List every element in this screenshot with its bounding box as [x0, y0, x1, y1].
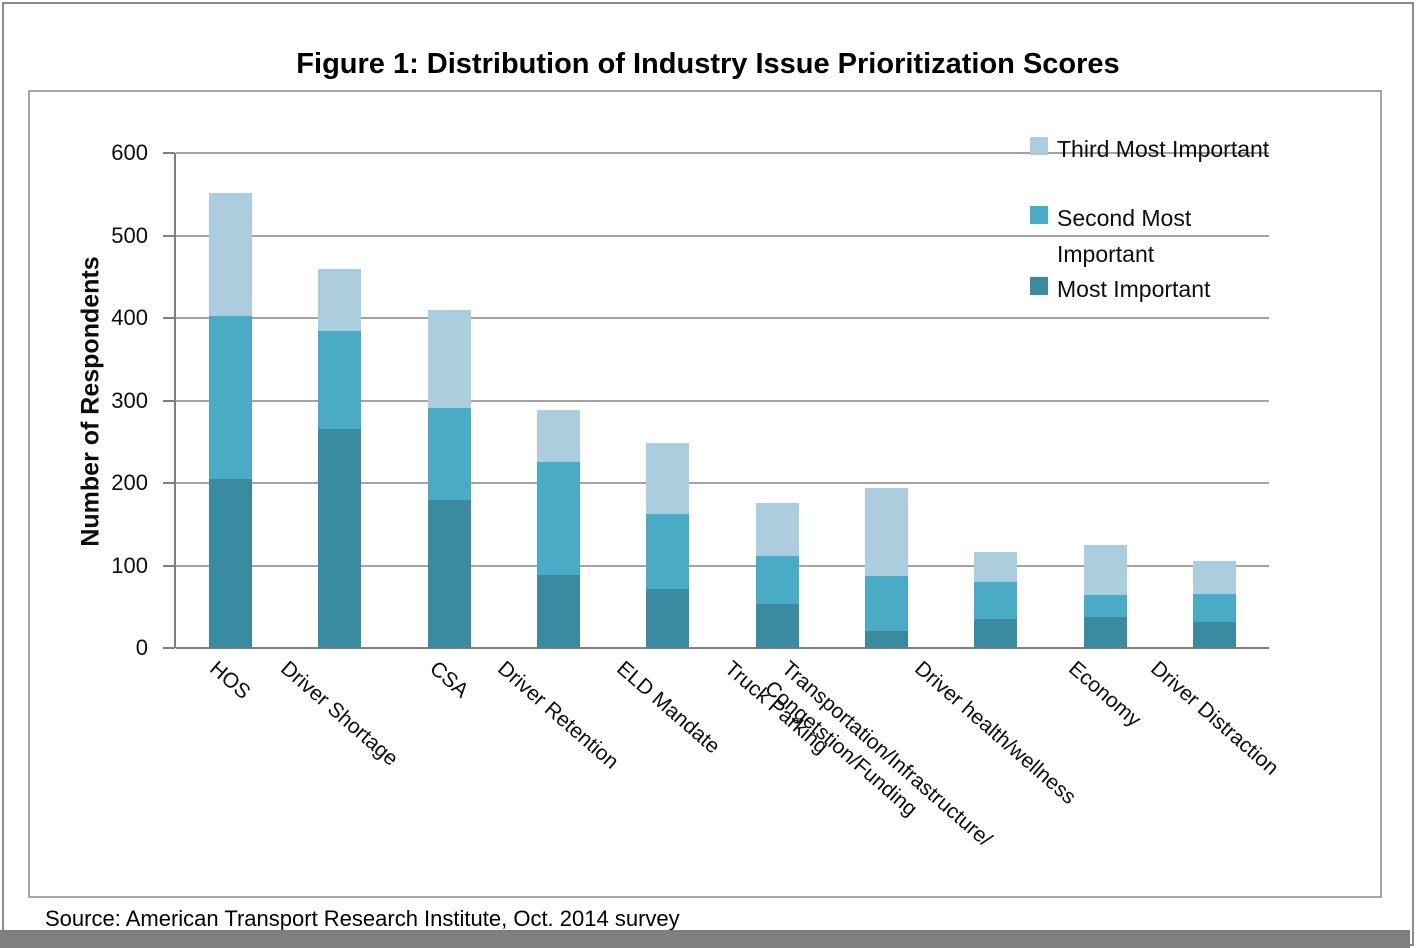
x-label-CSA: CSA: [425, 656, 484, 703]
bar-segment: [974, 582, 1018, 620]
bar-segment: [755, 555, 799, 605]
y-tick-label-300: 300: [111, 387, 148, 413]
legend-label: Second Most Important: [1057, 205, 1192, 267]
bar-segment: [537, 462, 581, 576]
bar-segment: [646, 588, 690, 648]
x-label-text: HOS: [204, 656, 255, 705]
y-tick-label-100: 100: [111, 552, 148, 578]
window-bottom-strip: [0, 930, 1410, 948]
y-tick-400: [163, 317, 175, 319]
legend-label: Third Most Important: [1057, 136, 1270, 162]
legend-item-Most Important: Most Important: [1030, 271, 1210, 307]
x-label-HOS: HOS: [206, 656, 267, 704]
bar-Driver Distraction: [1192, 153, 1236, 648]
bar-segment: [427, 407, 471, 500]
x-label-text: ELD Mandate: [610, 656, 724, 760]
y-tick-100: [163, 564, 175, 567]
gridline-500: [176, 234, 1269, 237]
bar-Driver Shortage: [318, 153, 362, 648]
bar-segment: [1192, 594, 1236, 622]
bar-segment: [1083, 544, 1127, 596]
bar-segment: [1083, 595, 1127, 617]
y-tick-label-0: 0: [135, 635, 148, 660]
bar-segment: [209, 478, 253, 648]
legend-item-Second Most Important: Second Most Important: [1030, 200, 1191, 272]
bar-segment: [755, 604, 799, 648]
bar-segment: [427, 499, 471, 648]
gridline-300: [176, 399, 1269, 402]
bar-Transportation/Infrastructure/Congetstion/Funding: [864, 153, 908, 648]
x-label-line: Driver Distraction: [1145, 656, 1283, 780]
x-label-line: Driver Retention: [493, 656, 624, 774]
legend-swatch-icon: [1030, 277, 1048, 295]
x-label-text: Driver Shortage: [275, 656, 403, 772]
x-label-Driver Shortage: Driver Shortage: [277, 656, 439, 771]
gridline-600: [176, 152, 1269, 154]
x-label-line: HOS: [205, 656, 255, 704]
bar-CSA: [427, 153, 471, 648]
bar-segment: [864, 630, 908, 648]
bar-segment: [209, 315, 253, 479]
y-tick-300: [163, 399, 175, 402]
bar-HOS: [209, 153, 253, 648]
bar-segment: [209, 192, 253, 316]
y-tick-0: [163, 647, 175, 649]
bar-Truck Parking: [755, 153, 799, 648]
bar-segment: [646, 443, 690, 515]
bar-segment: [1192, 621, 1236, 648]
chart-box: Number of Respondents 0 100 200 300 400 500 60…: [28, 90, 1382, 898]
bar-ELD Mandate: [646, 153, 690, 648]
bar-segment: [537, 575, 581, 648]
y-tick-label-200: 200: [111, 470, 148, 495]
bar-Economy: [1083, 153, 1127, 648]
bar-segment: [864, 576, 908, 631]
bar-segment: [974, 552, 1018, 582]
bar-segment: [755, 502, 799, 556]
bar-segment: [864, 487, 908, 577]
x-label-text: Economy: [1063, 656, 1146, 733]
y-tick-label-600: 600: [111, 140, 148, 165]
y-tick-label-400: 400: [111, 305, 148, 330]
x-axis-line: [176, 647, 1269, 649]
bar-segment: [646, 514, 690, 589]
bar-Driver health/wellness: [974, 153, 1018, 648]
plot-area: [163, 152, 1269, 649]
bar-Driver Retention: [537, 153, 581, 648]
bar-segment: [537, 409, 581, 463]
x-label-Driver Distraction: Driver Distraction: [1146, 656, 1323, 780]
y-tick-200: [163, 482, 175, 484]
bar-segment: [1083, 616, 1127, 648]
bar-segment: [1192, 560, 1236, 595]
y-tick-label-500: 500: [111, 222, 148, 248]
x-label-text: Driver Distraction: [1145, 656, 1284, 781]
y-tick-500: [163, 234, 175, 237]
legend-swatch-icon: [1030, 137, 1048, 155]
source-note: Source: American Transport Research Inst…: [45, 906, 680, 931]
gridline-400: [176, 317, 1269, 319]
x-label-line: Economy: [1064, 656, 1146, 732]
x-label-line: ELD Mandate: [611, 656, 724, 759]
bar-segment: [974, 619, 1018, 648]
gridline-200: [176, 482, 1269, 484]
bar-segment: [427, 309, 471, 408]
y-axis-line: [174, 153, 176, 648]
x-label-text: Driver Retention: [492, 656, 624, 775]
chart-title: Figure 1: Distribution of Industry Issue…: [296, 48, 1120, 80]
legend-label: Most Important: [1057, 276, 1211, 302]
legend-item-Third Most Important: Third Most Important: [1030, 131, 1269, 167]
bar-segment: [318, 331, 362, 430]
y-tick-600: [163, 152, 175, 154]
legend-swatch-icon: [1030, 206, 1048, 224]
bar-segment: [318, 429, 362, 648]
x-label-line: Driver Shortage: [276, 656, 403, 771]
bar-segment: [318, 268, 362, 332]
gridline-100: [176, 564, 1269, 567]
